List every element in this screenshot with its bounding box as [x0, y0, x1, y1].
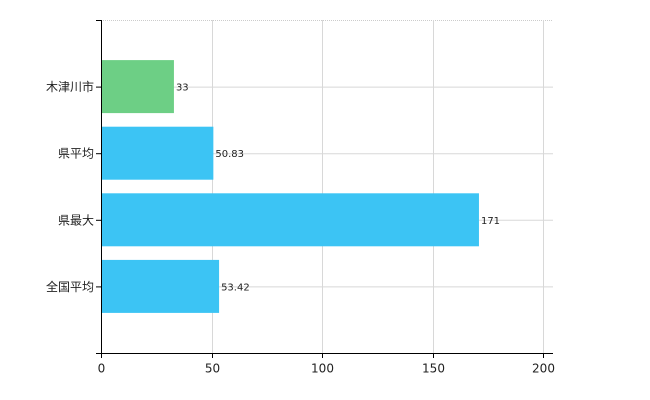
value-label: 171 [481, 216, 500, 227]
value-label: 33 [176, 83, 189, 94]
y-tick-label: 全国平均 [46, 279, 94, 294]
x-tick-label: 100 [311, 362, 334, 376]
value-label: 50.83 [215, 149, 244, 160]
y-tick-label: 木津川市 [46, 79, 94, 94]
value-label: 53.42 [221, 282, 250, 293]
bar [101, 126, 214, 180]
x-tick-label: 150 [422, 362, 445, 376]
bar [101, 193, 479, 247]
x-tick-label: 50 [205, 362, 220, 376]
y-tick-label: 県最大 [58, 213, 94, 227]
y-tick-label: 県平均 [58, 147, 94, 161]
bar [101, 60, 174, 114]
x-tick-label: 0 [98, 362, 106, 376]
bar [101, 259, 220, 313]
x-tick-label: 200 [532, 362, 555, 376]
